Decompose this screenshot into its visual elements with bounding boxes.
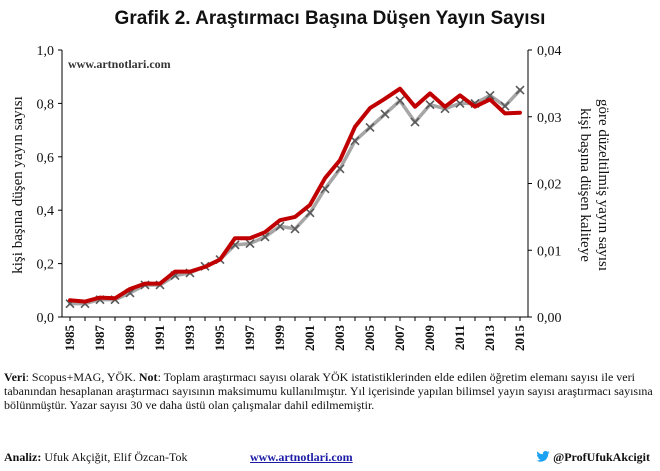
- x-tick-label: 2005: [362, 325, 377, 352]
- footer: Analiz: Ufuk Akçiğit, Elif Özcan-Tok www…: [4, 450, 656, 466]
- analysis-authors: Ufuk Akçiğit, Elif Özcan-Tok: [41, 450, 188, 464]
- left-tick-label: 1,0: [37, 44, 55, 59]
- series-yayin-point: [425, 100, 435, 110]
- left-tick-label: 0,2: [37, 258, 55, 273]
- x-tick-label: 1985: [62, 325, 77, 352]
- line-chart: www.artnotlari.com 0,0 0,2 0,4 0,6 0,8 1,0 0,0…: [10, 44, 611, 352]
- x-tick-label: 2011: [452, 325, 467, 350]
- left-tick-label: 0,4: [37, 204, 55, 219]
- right-axis-label-line1: kişi başına düşen kaliteye: [577, 108, 593, 262]
- x-tick-label: 1997: [242, 325, 257, 352]
- left-tick-label: 0,6: [37, 151, 55, 166]
- note-label: Not: [138, 370, 158, 384]
- series-yayin-point: [455, 98, 465, 108]
- series-yayin-point: [485, 90, 495, 100]
- series-yayin-point: [380, 109, 390, 119]
- source-text: : Scopus+MAG, YÖK.: [25, 370, 139, 384]
- right-tick-label: 0,00: [537, 311, 562, 326]
- x-tick-label: 1995: [212, 325, 227, 352]
- notes: Veri: Scopus+MAG, YÖK. Not: Toplam araşt…: [4, 370, 656, 412]
- series-yayin-point: [395, 96, 405, 106]
- series-yayin-point: [245, 239, 255, 249]
- series-yayin-point: [515, 85, 525, 95]
- note-text: : Toplam araştırmacı sayısı olarak YÖK i…: [4, 370, 653, 412]
- twitter-handle[interactable]: @ProfUfukAkcigit: [536, 450, 650, 465]
- x-tick-label: 2013: [482, 325, 497, 352]
- right-axis-label-line2: göre düzeltilmiş yayın sayısı: [595, 99, 611, 271]
- x-tick-label: 2003: [332, 325, 347, 352]
- series-yayin-point: [290, 224, 300, 234]
- series-yayin-point: [410, 117, 420, 127]
- x-tick-label: 1987: [92, 325, 107, 352]
- x-tick-label: 1991: [152, 325, 167, 351]
- left-tick-label: 0,0: [37, 311, 55, 326]
- x-tick-label: 2015: [512, 325, 527, 352]
- x-tick-label: 1999: [272, 325, 287, 352]
- twitter-handle-text: @ProfUfukAkcigit: [553, 450, 650, 464]
- series-yayin-line: [68, 88, 522, 306]
- series-yayin-point: [350, 136, 360, 146]
- x-tick-label: 2001: [302, 325, 317, 351]
- x-tick-label: 2007: [392, 325, 407, 352]
- left-tick-label: 0,8: [37, 97, 55, 112]
- x-tick-label: 2009: [422, 325, 437, 352]
- twitter-bird-icon: [536, 451, 550, 462]
- source-label: Veri: [4, 370, 26, 384]
- series-yayin-point: [365, 122, 375, 132]
- chart-title: Grafik 2. Araştırmacı Başına Düşen Yayın…: [114, 8, 546, 29]
- right-tick-label: 0,01: [537, 244, 562, 259]
- series-kalite-line: [68, 86, 522, 304]
- analysis-label: Analiz:: [4, 450, 42, 464]
- left-axis-label: kişi başına düşen yayın sayısı: [10, 96, 26, 273]
- website-link[interactable]: www.artnotlari.com: [250, 450, 353, 464]
- right-tick-label: 0,03: [537, 111, 562, 126]
- analysis-credit: Analiz: Ufuk Akçiğit, Elif Özcan-Tok: [4, 450, 187, 465]
- right-tick-label: 0,02: [537, 178, 562, 193]
- x-tick-label: 1989: [122, 325, 137, 352]
- series-yayin-point: [305, 208, 315, 218]
- watermark: www.artnotlari.com: [68, 57, 171, 71]
- right-tick-label: 0,04: [537, 44, 562, 59]
- x-tick-label: 1993: [182, 325, 197, 352]
